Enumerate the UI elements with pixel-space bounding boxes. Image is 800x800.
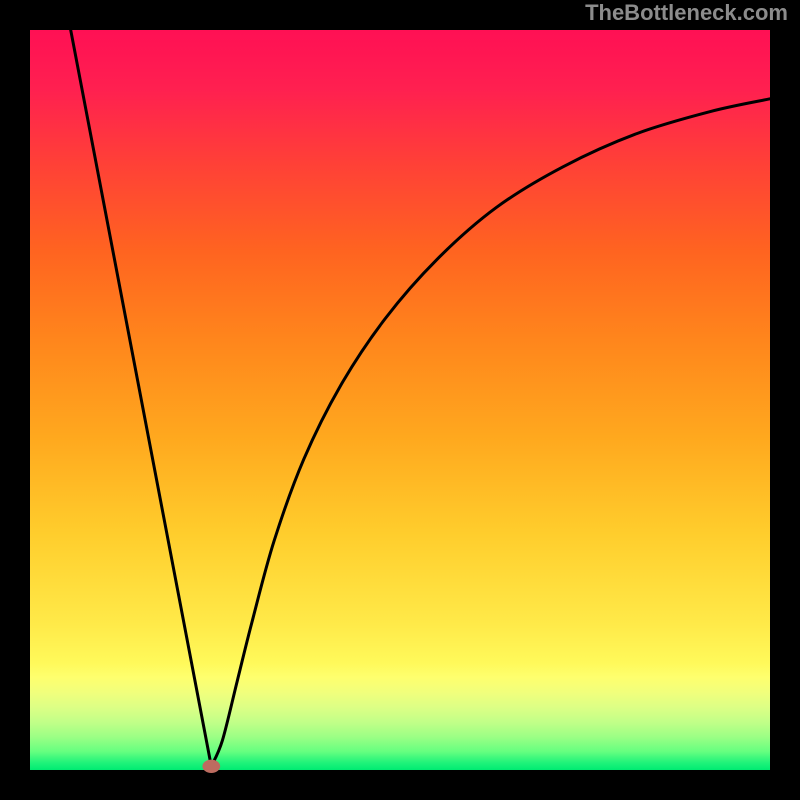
vertex-marker <box>202 760 220 773</box>
watermark-text: TheBottleneck.com <box>585 0 788 26</box>
